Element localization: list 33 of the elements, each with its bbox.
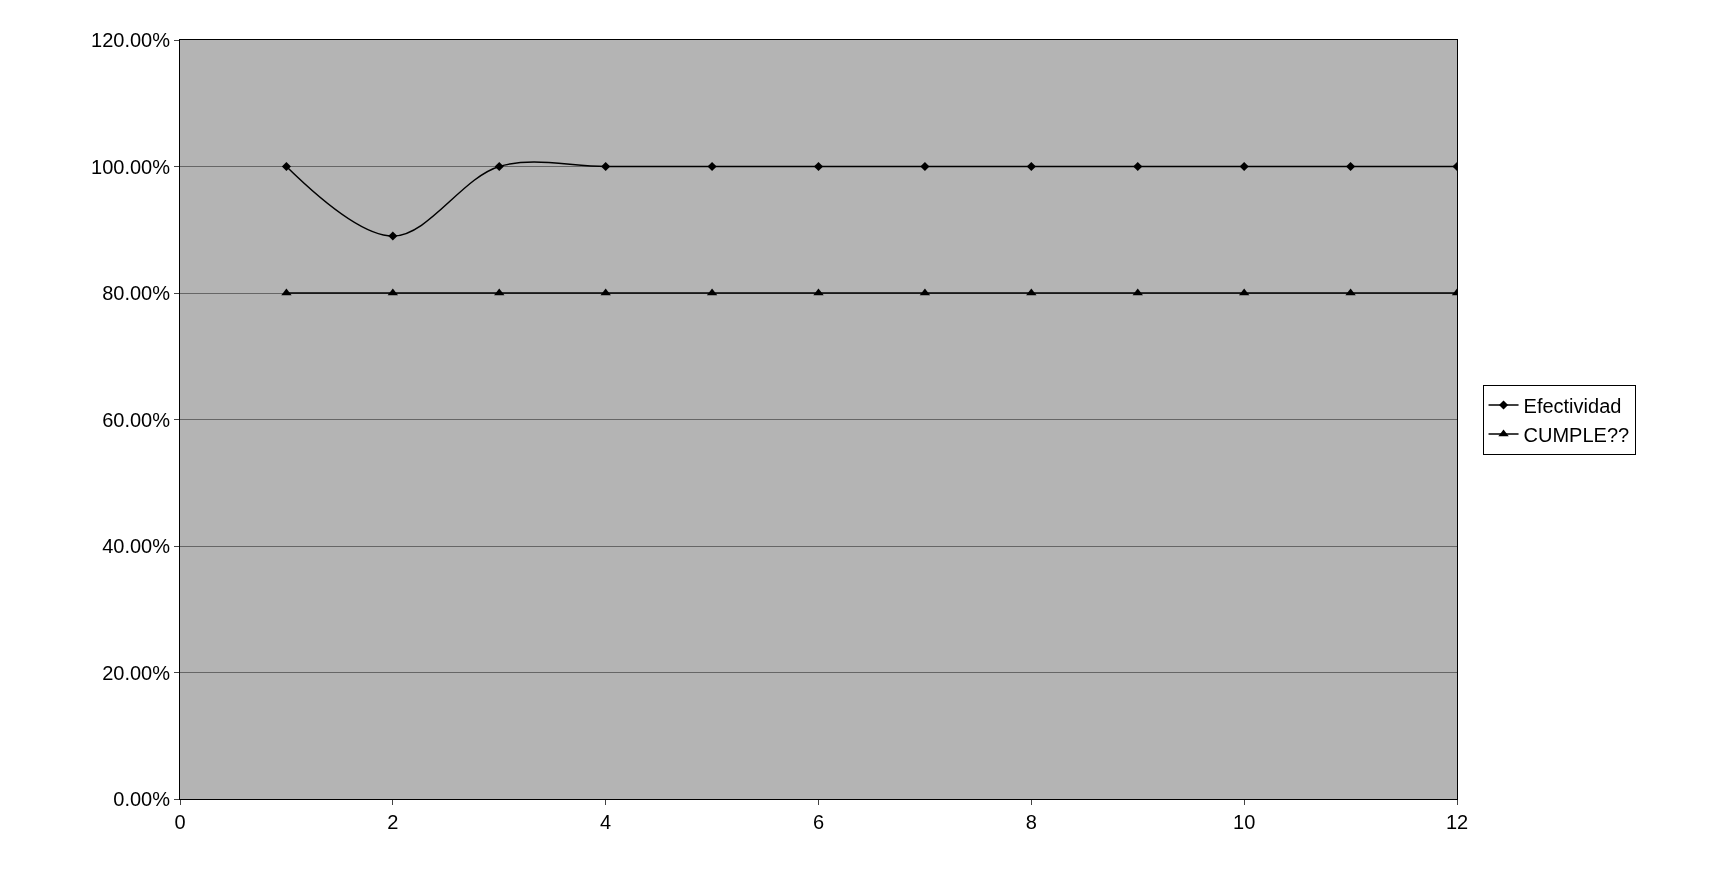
x-tick-label: 8 — [1025, 811, 1037, 833]
point — [281, 161, 291, 172]
x-tick-label: 4 — [600, 811, 612, 833]
point — [494, 161, 504, 172]
y-tick-label: 100.00% — [91, 155, 171, 178]
y-tick-label: 0.00% — [113, 788, 171, 810]
point — [1239, 161, 1249, 172]
legend-label: CUMPLE?? — [1523, 423, 1630, 446]
point — [600, 288, 611, 296]
point — [1026, 161, 1036, 172]
x-tick-label: 6 — [812, 811, 825, 833]
y-tick-label: 20.00% — [102, 661, 171, 684]
y-tick-label: 60.00% — [102, 408, 171, 431]
point — [813, 288, 824, 296]
point — [494, 288, 505, 296]
x-tick-label: 10 — [1233, 811, 1256, 833]
legend-label: Efectividad — [1523, 394, 1622, 417]
point — [813, 161, 824, 172]
point — [707, 161, 717, 172]
y-tick-label: 40.00% — [102, 535, 171, 557]
point — [1345, 288, 1356, 296]
point — [1026, 288, 1037, 296]
point — [1346, 161, 1356, 172]
y-tick-label: 120.00% — [91, 29, 171, 51]
point — [601, 161, 611, 172]
point — [1132, 288, 1143, 296]
y-tick-label: 80.00% — [102, 282, 171, 304]
x-tick-label: 0 — [174, 811, 186, 833]
x-tick-label: 2 — [387, 811, 399, 833]
point — [920, 161, 930, 172]
point — [388, 231, 398, 241]
point — [1133, 161, 1143, 172]
x-tick-label: 12 — [1445, 811, 1469, 833]
